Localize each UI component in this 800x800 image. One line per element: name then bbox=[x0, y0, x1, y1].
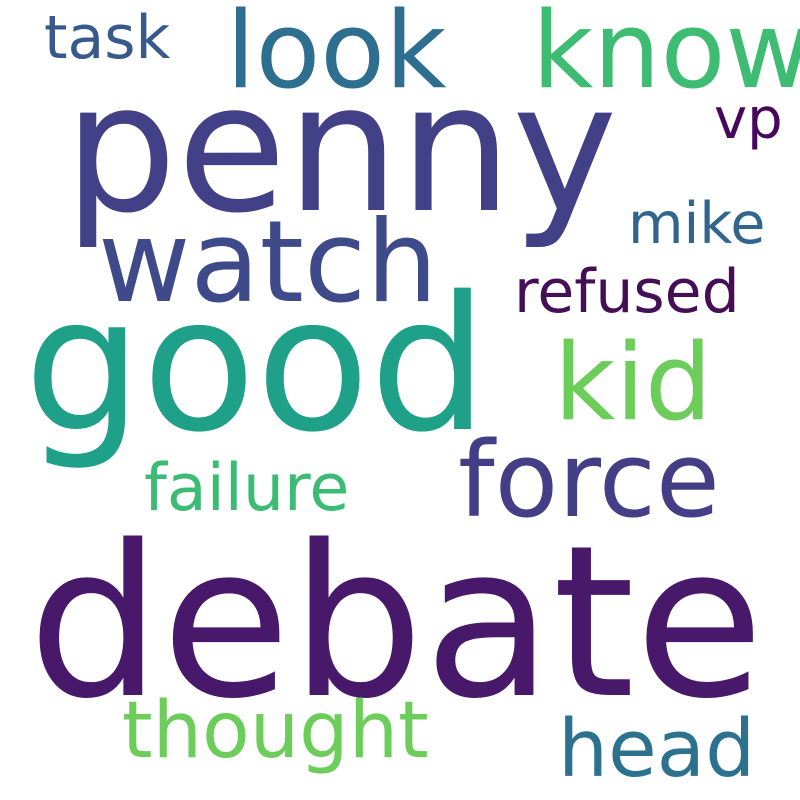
word-thought: thought bbox=[122, 686, 429, 776]
word-watch: watch bbox=[98, 196, 438, 328]
word-vp: vp bbox=[714, 87, 783, 152]
word-mike: mike bbox=[628, 191, 766, 257]
word-head: head bbox=[558, 703, 756, 795]
word-task: task bbox=[44, 3, 171, 73]
word-debate: debate bbox=[28, 500, 765, 745]
word-failure: failure bbox=[144, 451, 350, 526]
word-penny: penny bbox=[64, 45, 618, 252]
word-refused: refused bbox=[514, 257, 740, 327]
word-good: good bbox=[24, 256, 488, 473]
word-kid: kid bbox=[554, 321, 713, 444]
word-look: look bbox=[226, 0, 447, 112]
word-know: know bbox=[532, 0, 800, 112]
word-force: force bbox=[458, 419, 720, 541]
